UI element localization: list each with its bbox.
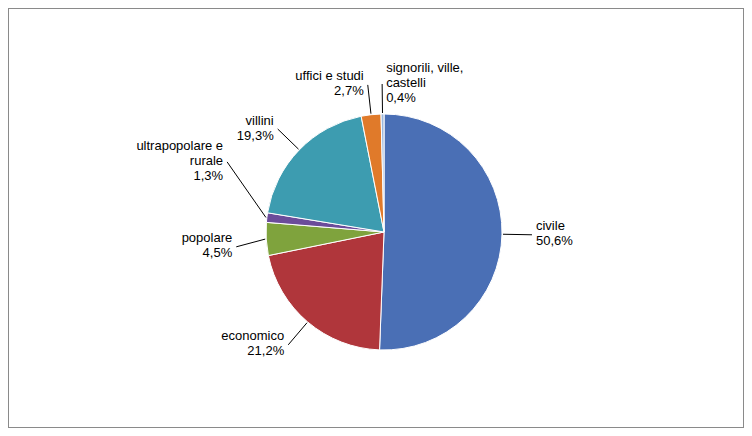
svg-text:economico21,2%: economico21,2%: [221, 329, 284, 359]
svg-text:villini19,3%: villini19,3%: [237, 113, 274, 143]
svg-text:ultrapopolare erurale1,3%: ultrapopolare erurale1,3%: [136, 138, 223, 183]
svg-text:signorili, ville,castelli0,4%: signorili, ville,castelli0,4%: [386, 60, 463, 105]
svg-text:popolare4,5%: popolare4,5%: [182, 231, 233, 261]
svg-text:civile50,6%: civile50,6%: [536, 219, 573, 249]
svg-text:uffici e studi2,7%: uffici e studi2,7%: [295, 69, 364, 99]
